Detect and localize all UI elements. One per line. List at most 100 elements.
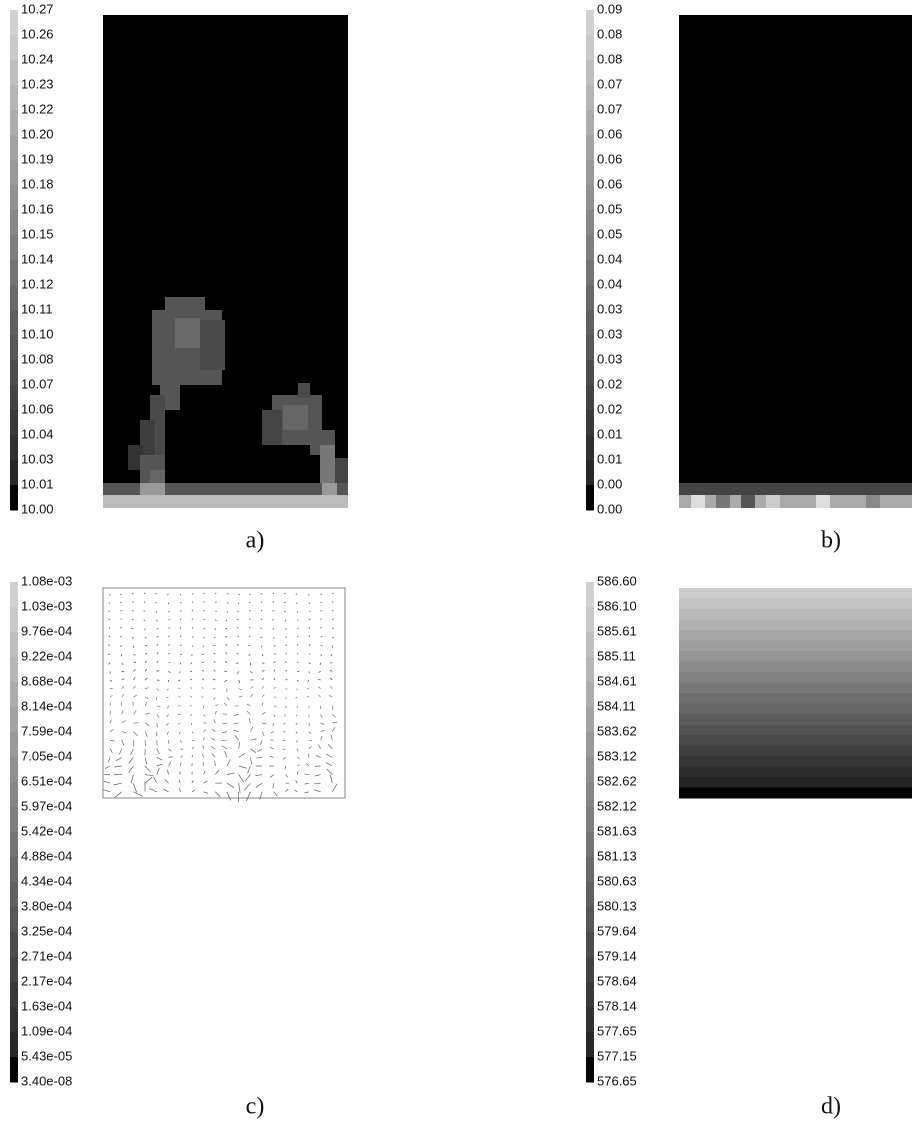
colorbar-segment — [586, 682, 594, 708]
velocity-arrow — [238, 593, 240, 596]
field-cell — [320, 445, 335, 485]
velocity-arrow — [273, 791, 278, 797]
velocity-arrow — [226, 759, 231, 767]
velocity-arrow — [211, 728, 216, 732]
velocity-arrow — [320, 735, 323, 741]
colorbar-label: 3.80e-04 — [21, 898, 72, 913]
velocity-arrow — [179, 740, 182, 743]
velocity-arrow — [211, 738, 216, 741]
colorbar-segment — [10, 235, 18, 261]
field-band — [679, 756, 912, 767]
colorbar-label: 0.03 — [597, 301, 622, 316]
velocity-arrow — [295, 714, 298, 717]
velocity-arrow — [211, 753, 216, 758]
velocity-arrow — [269, 774, 275, 778]
velocity-arrow — [238, 695, 243, 698]
velocity-arrow — [308, 644, 311, 646]
colorbar-segment — [10, 832, 18, 858]
colorbar-label: 9.76e-04 — [21, 623, 72, 638]
velocity-arrow — [308, 618, 311, 621]
velocity-arrow — [332, 592, 334, 595]
velocity-arrow — [317, 744, 321, 749]
colorbar-segment — [586, 807, 594, 833]
velocity-arrow — [285, 669, 288, 672]
velocity-arrow — [203, 791, 209, 794]
colorbar-label: 585.11 — [597, 648, 636, 663]
panel: 0.09 0.08 0.08 0.07 0.07 0.06 0.06 0.06 0.05 0.05… — [586, 1, 912, 554]
colorbar-label: 10.16 — [21, 201, 54, 216]
field-cell — [866, 495, 880, 508]
colorbar-segment — [586, 907, 594, 933]
velocity-arrow — [108, 662, 111, 665]
velocity-arrow — [190, 686, 193, 689]
velocity-arrow — [273, 714, 276, 718]
velocity-arrow — [118, 748, 123, 755]
colorbar-segment — [586, 285, 594, 311]
field-cell — [741, 495, 755, 508]
velocity-arrow — [179, 788, 181, 792]
velocity-arrow — [213, 660, 216, 664]
velocity-arrow — [133, 710, 137, 715]
velocity-arrow — [329, 669, 333, 672]
velocity-arrow — [133, 685, 136, 689]
caption: b) — [821, 528, 841, 554]
velocity-arrow — [318, 694, 321, 698]
velocity-arrow — [272, 628, 275, 630]
field-cell — [679, 495, 912, 508]
velocity-arrow — [297, 757, 300, 759]
colorbar-label: 0.06 — [597, 126, 622, 141]
velocity-arrow — [257, 748, 263, 753]
velocity-arrow — [133, 669, 136, 672]
velocity-arrow — [144, 636, 147, 639]
colorbar-label: 10.27 — [21, 1, 54, 16]
colorbar-label: 581.13 — [597, 848, 637, 863]
colorbar-segment — [586, 982, 594, 1008]
velocity-arrow — [215, 592, 217, 595]
colorbar-label: 10.18 — [21, 176, 54, 191]
velocity-arrow — [167, 769, 169, 775]
velocity-arrow — [191, 731, 194, 734]
velocity-arrow — [246, 703, 251, 707]
velocity-arrow — [224, 661, 228, 664]
velocity-arrow — [250, 748, 257, 753]
velocity-arrow — [144, 696, 149, 700]
field-band — [679, 745, 912, 757]
velocity-arrow — [236, 643, 239, 646]
velocity-arrow — [203, 628, 206, 630]
colorbar-label: 10.26 — [21, 26, 54, 41]
velocity-arrow — [260, 740, 263, 746]
colorbar-label: 1.03e-03 — [21, 598, 72, 613]
velocity-arrow — [261, 694, 265, 698]
velocity-arrow — [168, 671, 171, 673]
velocity-arrow — [250, 757, 253, 765]
colorbar-label: 0.06 — [597, 176, 622, 191]
plot-area — [102, 587, 346, 799]
velocity-arrow — [313, 789, 321, 793]
velocity-arrow — [191, 601, 194, 603]
velocity-arrow — [178, 779, 181, 784]
colorbar-label: 1.08e-03 — [21, 573, 72, 588]
velocity-arrow — [215, 704, 219, 707]
colorbar-segment — [586, 10, 594, 36]
velocity-arrow — [226, 696, 230, 701]
velocity-arrow — [244, 774, 251, 782]
colorbar-label: 0.07 — [597, 101, 622, 116]
colorbar-label: 7.05e-04 — [21, 748, 72, 763]
colorbar-label: 10.04 — [21, 426, 54, 441]
field-cell — [128, 445, 143, 470]
velocity-arrow — [261, 731, 265, 736]
velocity-arrow — [236, 662, 239, 664]
field-cell — [150, 470, 165, 485]
colorbar-segment — [10, 1057, 18, 1083]
colorbar-segment — [10, 35, 18, 61]
velocity-arrow — [104, 765, 111, 769]
colorbar-label: 578.14 — [597, 998, 637, 1013]
velocity-arrow — [248, 653, 251, 656]
field-cell — [200, 320, 225, 370]
velocity-arrow — [144, 677, 148, 681]
velocity-arrow — [295, 780, 298, 784]
colorbar-label: 0.02 — [597, 376, 622, 391]
velocity-arrow — [179, 762, 182, 767]
velocity-arrow — [295, 696, 298, 699]
